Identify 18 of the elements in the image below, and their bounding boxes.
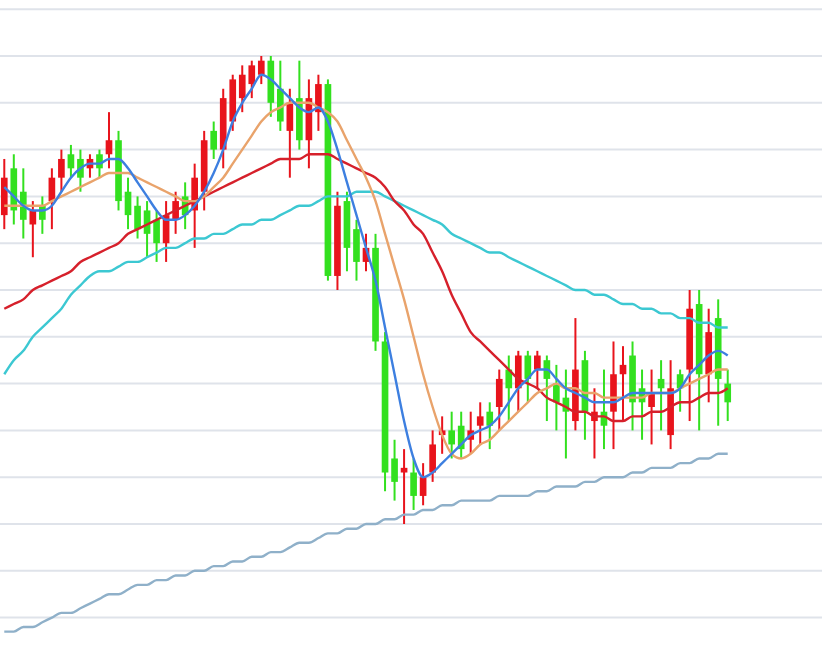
candlestick	[486, 401, 494, 451]
candlestick	[524, 349, 532, 404]
candlestick	[410, 457, 417, 511]
candlestick	[210, 120, 218, 160]
candlestick	[296, 59, 303, 151]
candlestick	[476, 401, 484, 446]
candlestick	[429, 429, 436, 483]
candlestick	[534, 349, 541, 390]
candlestick	[495, 368, 503, 432]
candlestick	[400, 448, 408, 525]
candlestick	[705, 307, 713, 404]
candlestick	[610, 340, 617, 451]
candlestick	[724, 368, 732, 423]
candlestick	[0, 157, 8, 231]
candlestick	[667, 359, 674, 451]
candlestick	[648, 368, 655, 446]
candlestick	[58, 148, 65, 193]
candlestick	[505, 354, 513, 423]
